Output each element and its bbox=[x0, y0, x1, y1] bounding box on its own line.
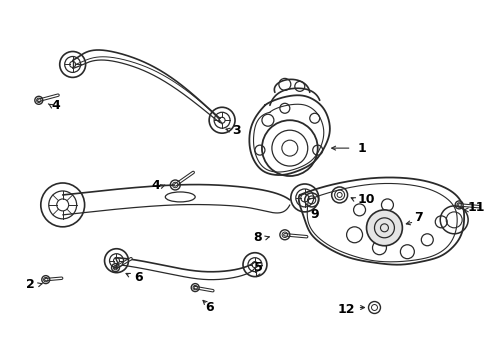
Text: 5: 5 bbox=[253, 261, 262, 274]
Text: 8: 8 bbox=[253, 231, 262, 244]
Text: 4: 4 bbox=[51, 99, 60, 112]
Text: 11: 11 bbox=[467, 201, 485, 215]
Circle shape bbox=[367, 210, 402, 246]
Text: 6: 6 bbox=[134, 271, 143, 284]
Text: 10: 10 bbox=[358, 193, 375, 206]
Text: 6: 6 bbox=[205, 301, 214, 314]
Text: 9: 9 bbox=[311, 208, 319, 221]
Text: 12: 12 bbox=[337, 303, 355, 316]
Text: 7: 7 bbox=[415, 211, 423, 224]
Text: 1: 1 bbox=[358, 141, 367, 155]
Text: 4: 4 bbox=[151, 180, 160, 193]
Text: 3: 3 bbox=[232, 124, 241, 137]
Text: 2: 2 bbox=[26, 278, 35, 291]
